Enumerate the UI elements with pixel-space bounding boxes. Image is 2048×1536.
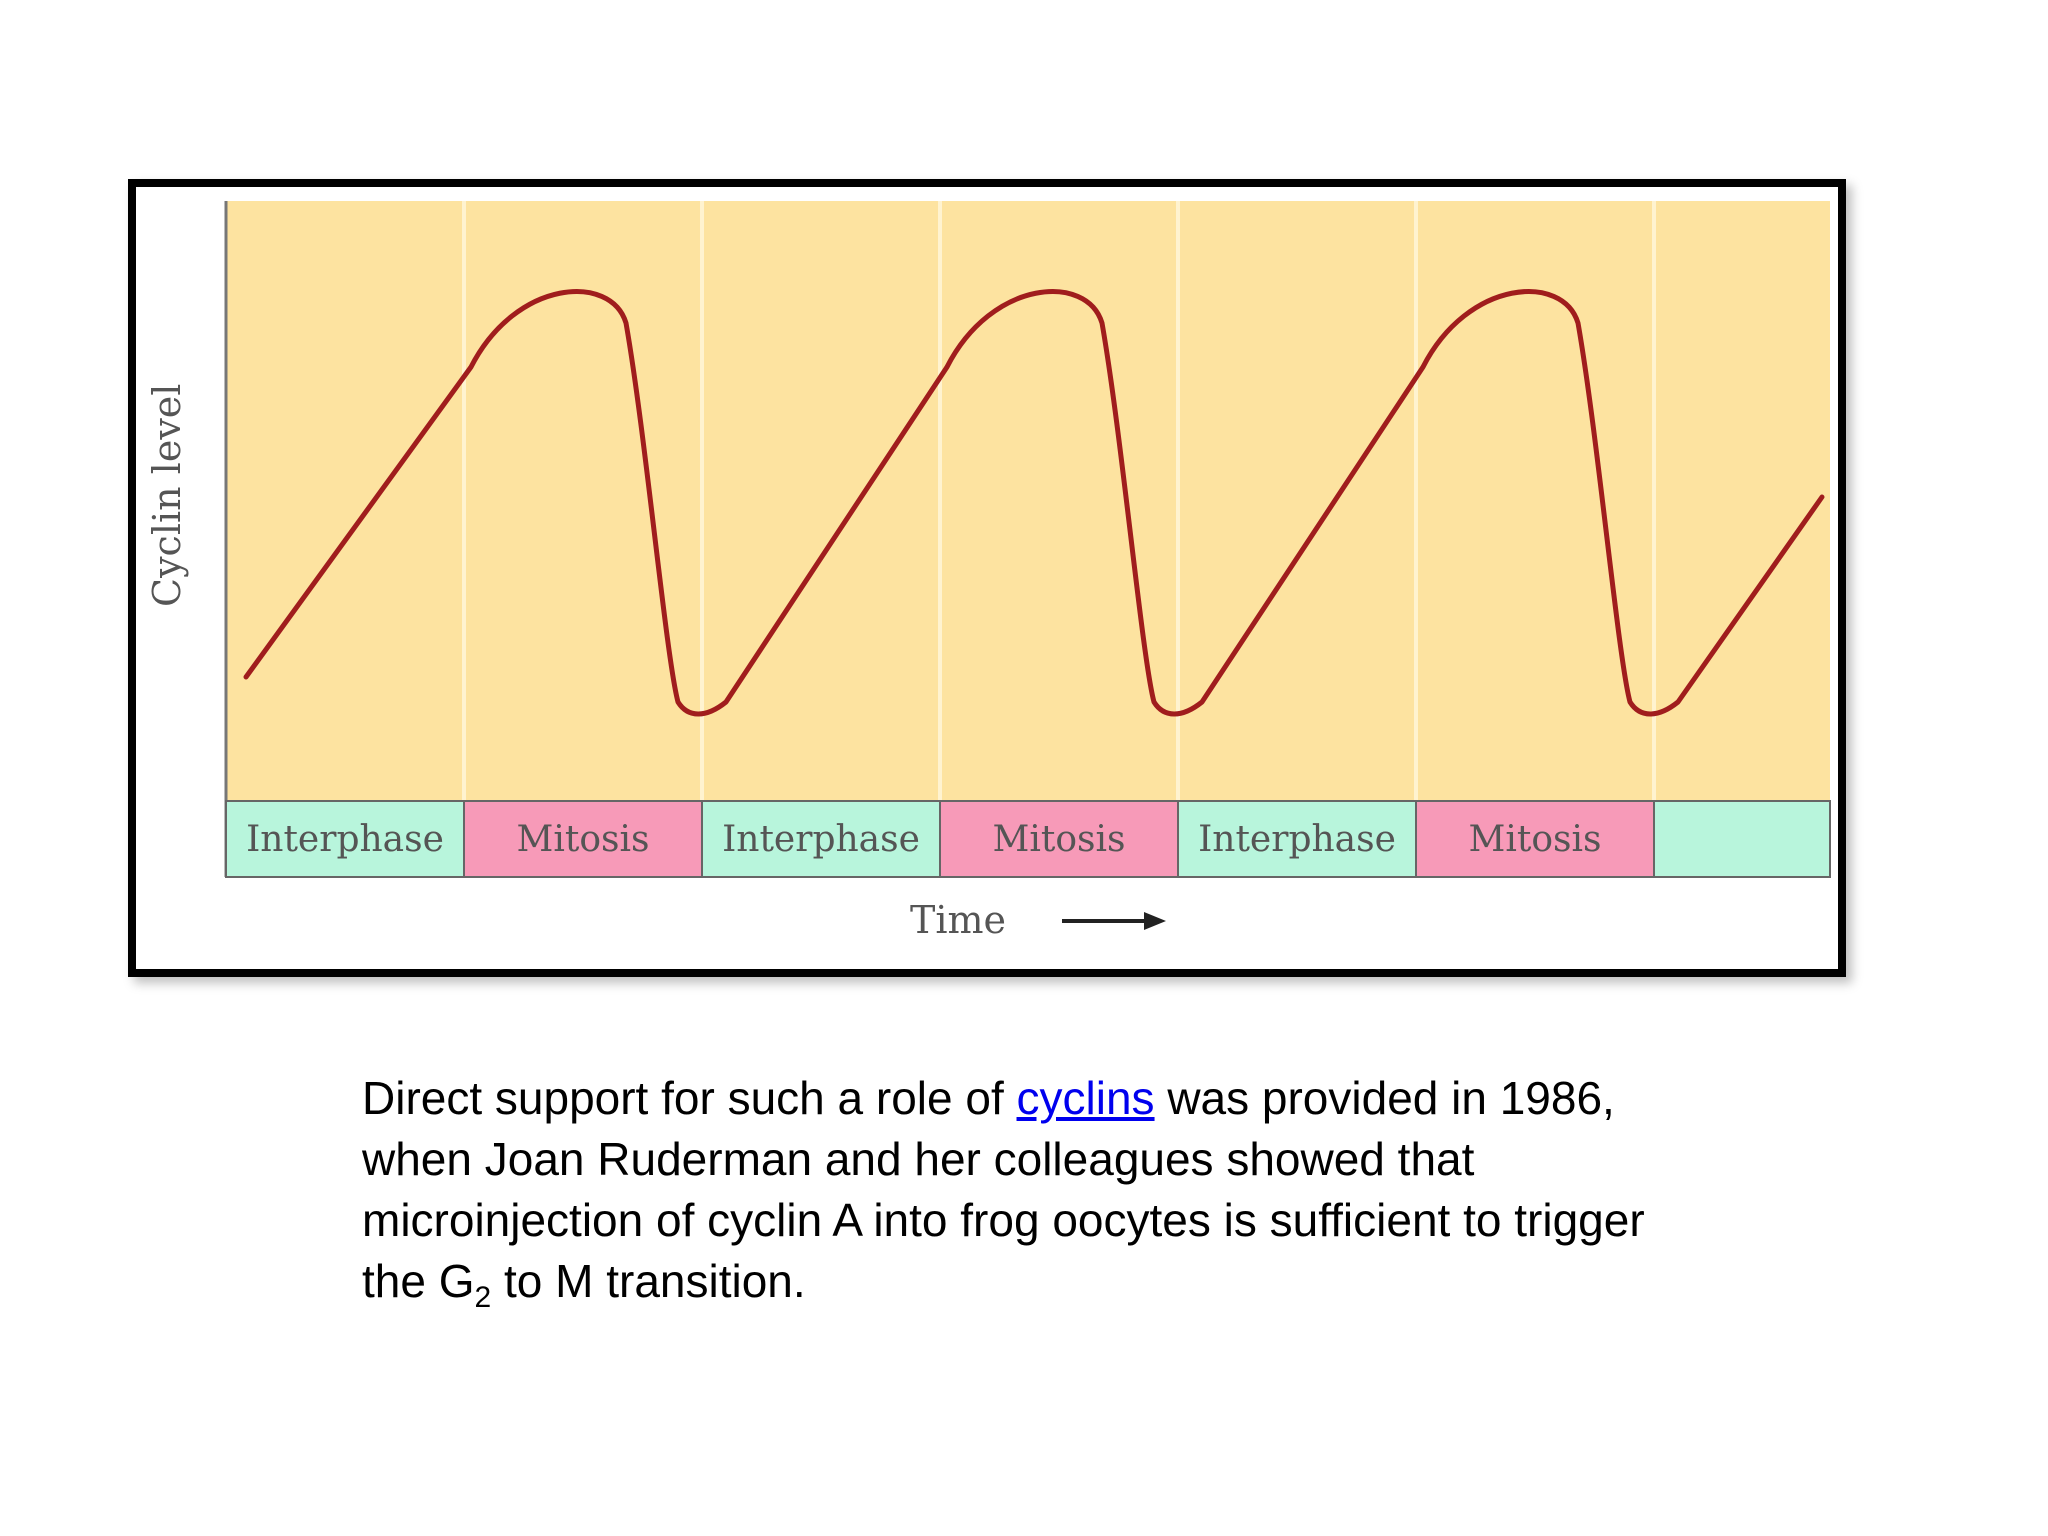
phase-band: Interphase Mitosis Interphase Mitosis Interp… <box>225 800 1831 878</box>
phase-cell-mitosis <box>1415 800 1655 878</box>
caption-text-3: to M transition. <box>491 1255 806 1307</box>
cyclins-link[interactable]: cyclins <box>1016 1072 1155 1124</box>
phase-label-mitosis: Mitosis <box>517 819 650 860</box>
cyclin-level-curve <box>243 289 1825 717</box>
caption-text-2: was provided in 1986, when Joan Ruderman… <box>362 1072 1645 1307</box>
phase-cell-interphase <box>225 800 465 878</box>
phase-cell-interphase <box>1653 800 1831 878</box>
phase-label-interphase: Interphase <box>1198 819 1396 860</box>
phase-label-interphase: Interphase <box>722 819 920 860</box>
cyclin-figure: Interphase Mitosis Interphase Mitosis Interp… <box>128 179 1846 977</box>
x-axis-label: Time <box>910 898 1006 942</box>
phase-label-interphase: Interphase <box>246 819 444 860</box>
y-axis-label: Cyclin level <box>145 384 189 607</box>
time-arrow-icon <box>1062 912 1166 930</box>
caption-paragraph: Direct support for such a role of cyclin… <box>362 1068 1662 1314</box>
phase-cell-mitosis <box>463 800 703 878</box>
cyclin-diagram: Interphase Mitosis Interphase Mitosis Interp… <box>145 201 1831 942</box>
caption-text-1: Direct support for such a role of <box>362 1072 1017 1124</box>
caption-subscript: 2 <box>474 1281 492 1314</box>
phase-dividers <box>462 201 1656 801</box>
phase-label-mitosis: Mitosis <box>1469 819 1602 860</box>
phase-label-mitosis: Mitosis <box>993 819 1126 860</box>
plot-background <box>226 201 1830 801</box>
